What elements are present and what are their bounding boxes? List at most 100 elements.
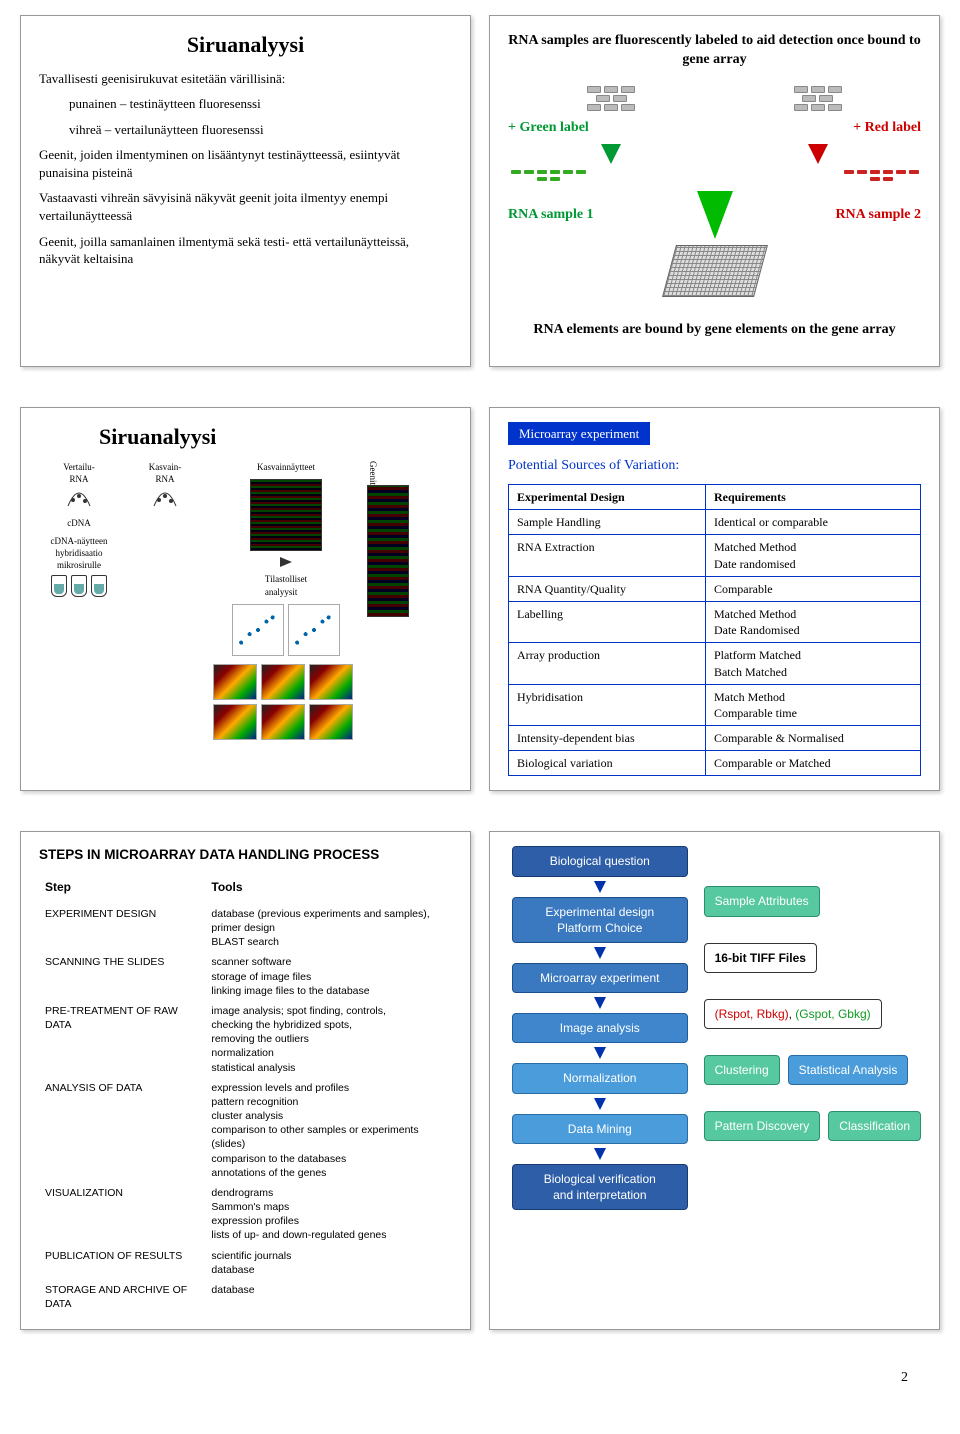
table-cell: Matched MethodDate randomised [705, 535, 920, 576]
table-cell: Matched MethodDate Randomised [705, 601, 920, 642]
table-cell: database [207, 1281, 450, 1313]
panel4-subtitle: Potential Sources of Variation: [508, 457, 921, 476]
red-label: + Red label [853, 119, 921, 138]
table-cell: Hybridisation [509, 684, 706, 725]
steps-col-tools: Tools [207, 877, 450, 903]
table-cell: Comparable [705, 576, 920, 601]
heat-sq-icon [309, 704, 353, 740]
table-cell: RNA Quantity/Quality [509, 576, 706, 601]
flow-node: Experimental designPlatform Choice [512, 897, 688, 943]
flask-dots-icon-2 [152, 486, 178, 508]
lbl-hybrid: cDNA-näytteenhybridisaatiomikrosirulle [39, 535, 119, 571]
heat-sq-icon [261, 704, 305, 740]
heat-sq-icon [261, 664, 305, 700]
green-label: + Green label [508, 119, 589, 138]
flow-arrow-icon [594, 881, 606, 893]
arrow-right-icon [280, 557, 292, 567]
table-cell: expression levels and profilespattern re… [207, 1079, 450, 1182]
panel-variation-table: Microarray experiment Potential Sources … [489, 407, 940, 792]
table-cell: Comparable & Normalised [705, 726, 920, 751]
table-cell: VISUALIZATION [41, 1184, 205, 1245]
tbl-hdr-req: Requirements [705, 485, 920, 510]
panel1-line-red: punainen – testinäytteen fluoresenssi [69, 95, 452, 113]
panel1-para2: Geenit, joiden ilmentyminen on lisääntyn… [39, 146, 452, 181]
table-cell: database (previous experiments and sampl… [207, 905, 450, 952]
table-cell: Sample Handling [509, 510, 706, 535]
panel2-top-caption: RNA samples are fluorescently labeled to… [508, 32, 921, 70]
flow-arrow-icon [594, 1148, 606, 1160]
lbl-kasvain-samples: Kasvainnäytteet [257, 461, 315, 473]
panel3-title: Siruanalyysi [99, 422, 452, 452]
grey-bars-right [794, 86, 842, 111]
lbl-kasvain: Kasvain-RNA [125, 461, 205, 485]
arrow-red-icon [808, 144, 828, 164]
table-cell: PUBLICATION OF RESULTS [41, 1247, 205, 1279]
gene-column-icon [367, 485, 409, 617]
heat-sq-icon [309, 664, 353, 700]
table-cell: Platform MatchedBatch Matched [705, 643, 920, 684]
side-node: Classification [828, 1111, 921, 1141]
flow-node: Biological verificationand interpretatio… [512, 1164, 688, 1210]
table-cell: scanner softwarestorage of image filesli… [207, 953, 450, 1000]
table-cell: Intensity-dependent bias [509, 726, 706, 751]
flow-node: Biological question [512, 846, 688, 876]
flow-node: Data Mining [512, 1114, 688, 1144]
side-outputs-column: Sample Attributes 16-bit TIFF Files (Rspot… [704, 886, 921, 1210]
panel-rna-labeling: RNA samples are fluorescently labeled to… [489, 15, 940, 367]
panel-steps-table: STEPS IN MICROARRAY DATA HANDLING PROCES… [20, 831, 471, 1330]
lbl-vertailu: Vertailu-RNA [39, 461, 119, 485]
steps-col-step: Step [41, 877, 205, 903]
flow-node: Microarray experiment [512, 963, 688, 993]
gene-array-icon [662, 245, 768, 297]
panel1-intro: Tavallisesti geenisirukuvat esitetään vä… [39, 70, 452, 88]
table-cell: Labelling [509, 601, 706, 642]
panel2-bottom-caption: RNA elements are bound by gene elements … [508, 321, 921, 340]
side-node: 16-bit TIFF Files [704, 943, 817, 973]
page-number: 2 [20, 1370, 940, 1404]
main-flow-column: Biological question Experimental designPl… [508, 846, 692, 1210]
heat-sq-icon [213, 704, 257, 740]
panel-siruanalyysi-text: Siruanalyysi Tavallisesti geenisirukuvat… [20, 15, 471, 367]
table-cell: Biological variation [509, 751, 706, 776]
table-cell: Array production [509, 643, 706, 684]
sample1-label: RNA sample 1 [508, 206, 594, 225]
table-cell: image analysis; spot finding, controls,c… [207, 1002, 450, 1077]
panel-flowchart: Biological question Experimental designPl… [489, 831, 940, 1330]
flow-node: Image analysis [512, 1013, 688, 1043]
flow-arrow-icon [594, 947, 606, 959]
table-cell: scientific journalsdatabase [207, 1247, 450, 1279]
red-cluster [841, 170, 921, 181]
sample2-label: RNA sample 2 [835, 206, 921, 225]
table-cell: EXPERIMENT DESIGN [41, 905, 205, 952]
table-cell: SCANNING THE SLIDES [41, 953, 205, 1000]
panel1-line-green: vihreä – vertailunäytteen fluoresenssi [69, 121, 452, 139]
panel5-title: STEPS IN MICROARRAY DATA HANDLING PROCES… [39, 846, 452, 864]
flow-arrow-icon [594, 1098, 606, 1110]
lbl-tilast: Tilastollisetanalyysit [265, 573, 307, 597]
panel1-para4: Geenit, joilla samanlainen ilmentymä sek… [39, 233, 452, 268]
heatmap-icon [250, 479, 322, 551]
table-cell: PRE-TREATMENT OF RAW DATA [41, 1002, 205, 1077]
side-node: Clustering [704, 1055, 780, 1085]
panel-siruanalyysi-diagram: Siruanalyysi Vertailu-RNA cDNA cDNA-näyt… [20, 407, 471, 792]
side-node: Statistical Analysis [788, 1055, 909, 1085]
tbl-hdr-design: Experimental Design [509, 485, 706, 510]
grey-bars-left [587, 86, 635, 111]
flask-dots-icon [66, 486, 92, 508]
table-cell: Comparable or Matched [705, 751, 920, 776]
scatter-icon [232, 604, 284, 656]
side-node: Pattern Discovery [704, 1111, 821, 1141]
panel1-title: Siruanalyysi [39, 30, 452, 60]
flow-node: Normalization [512, 1063, 688, 1093]
table-cell: RNA Extraction [509, 535, 706, 576]
microarray-exp-box: Microarray experiment [508, 422, 650, 446]
side-node: (Rspot, Rbkg), (Gspot, Gbkg) [704, 999, 882, 1029]
table-cell: ANALYSIS OF DATA [41, 1079, 205, 1182]
table-cell: STORAGE AND ARCHIVE OF DATA [41, 1281, 205, 1313]
side-node: Sample Attributes [704, 886, 820, 916]
steps-table: Step Tools EXPERIMENT DESIGNdatabase (pr… [39, 875, 452, 1316]
green-cluster [508, 170, 588, 181]
table-cell: dendrogramsSammon's mapsexpression profi… [207, 1184, 450, 1245]
variation-table: Experimental Design Requirements Sample … [508, 484, 921, 776]
lbl-geenit: Geenit [367, 461, 379, 485]
